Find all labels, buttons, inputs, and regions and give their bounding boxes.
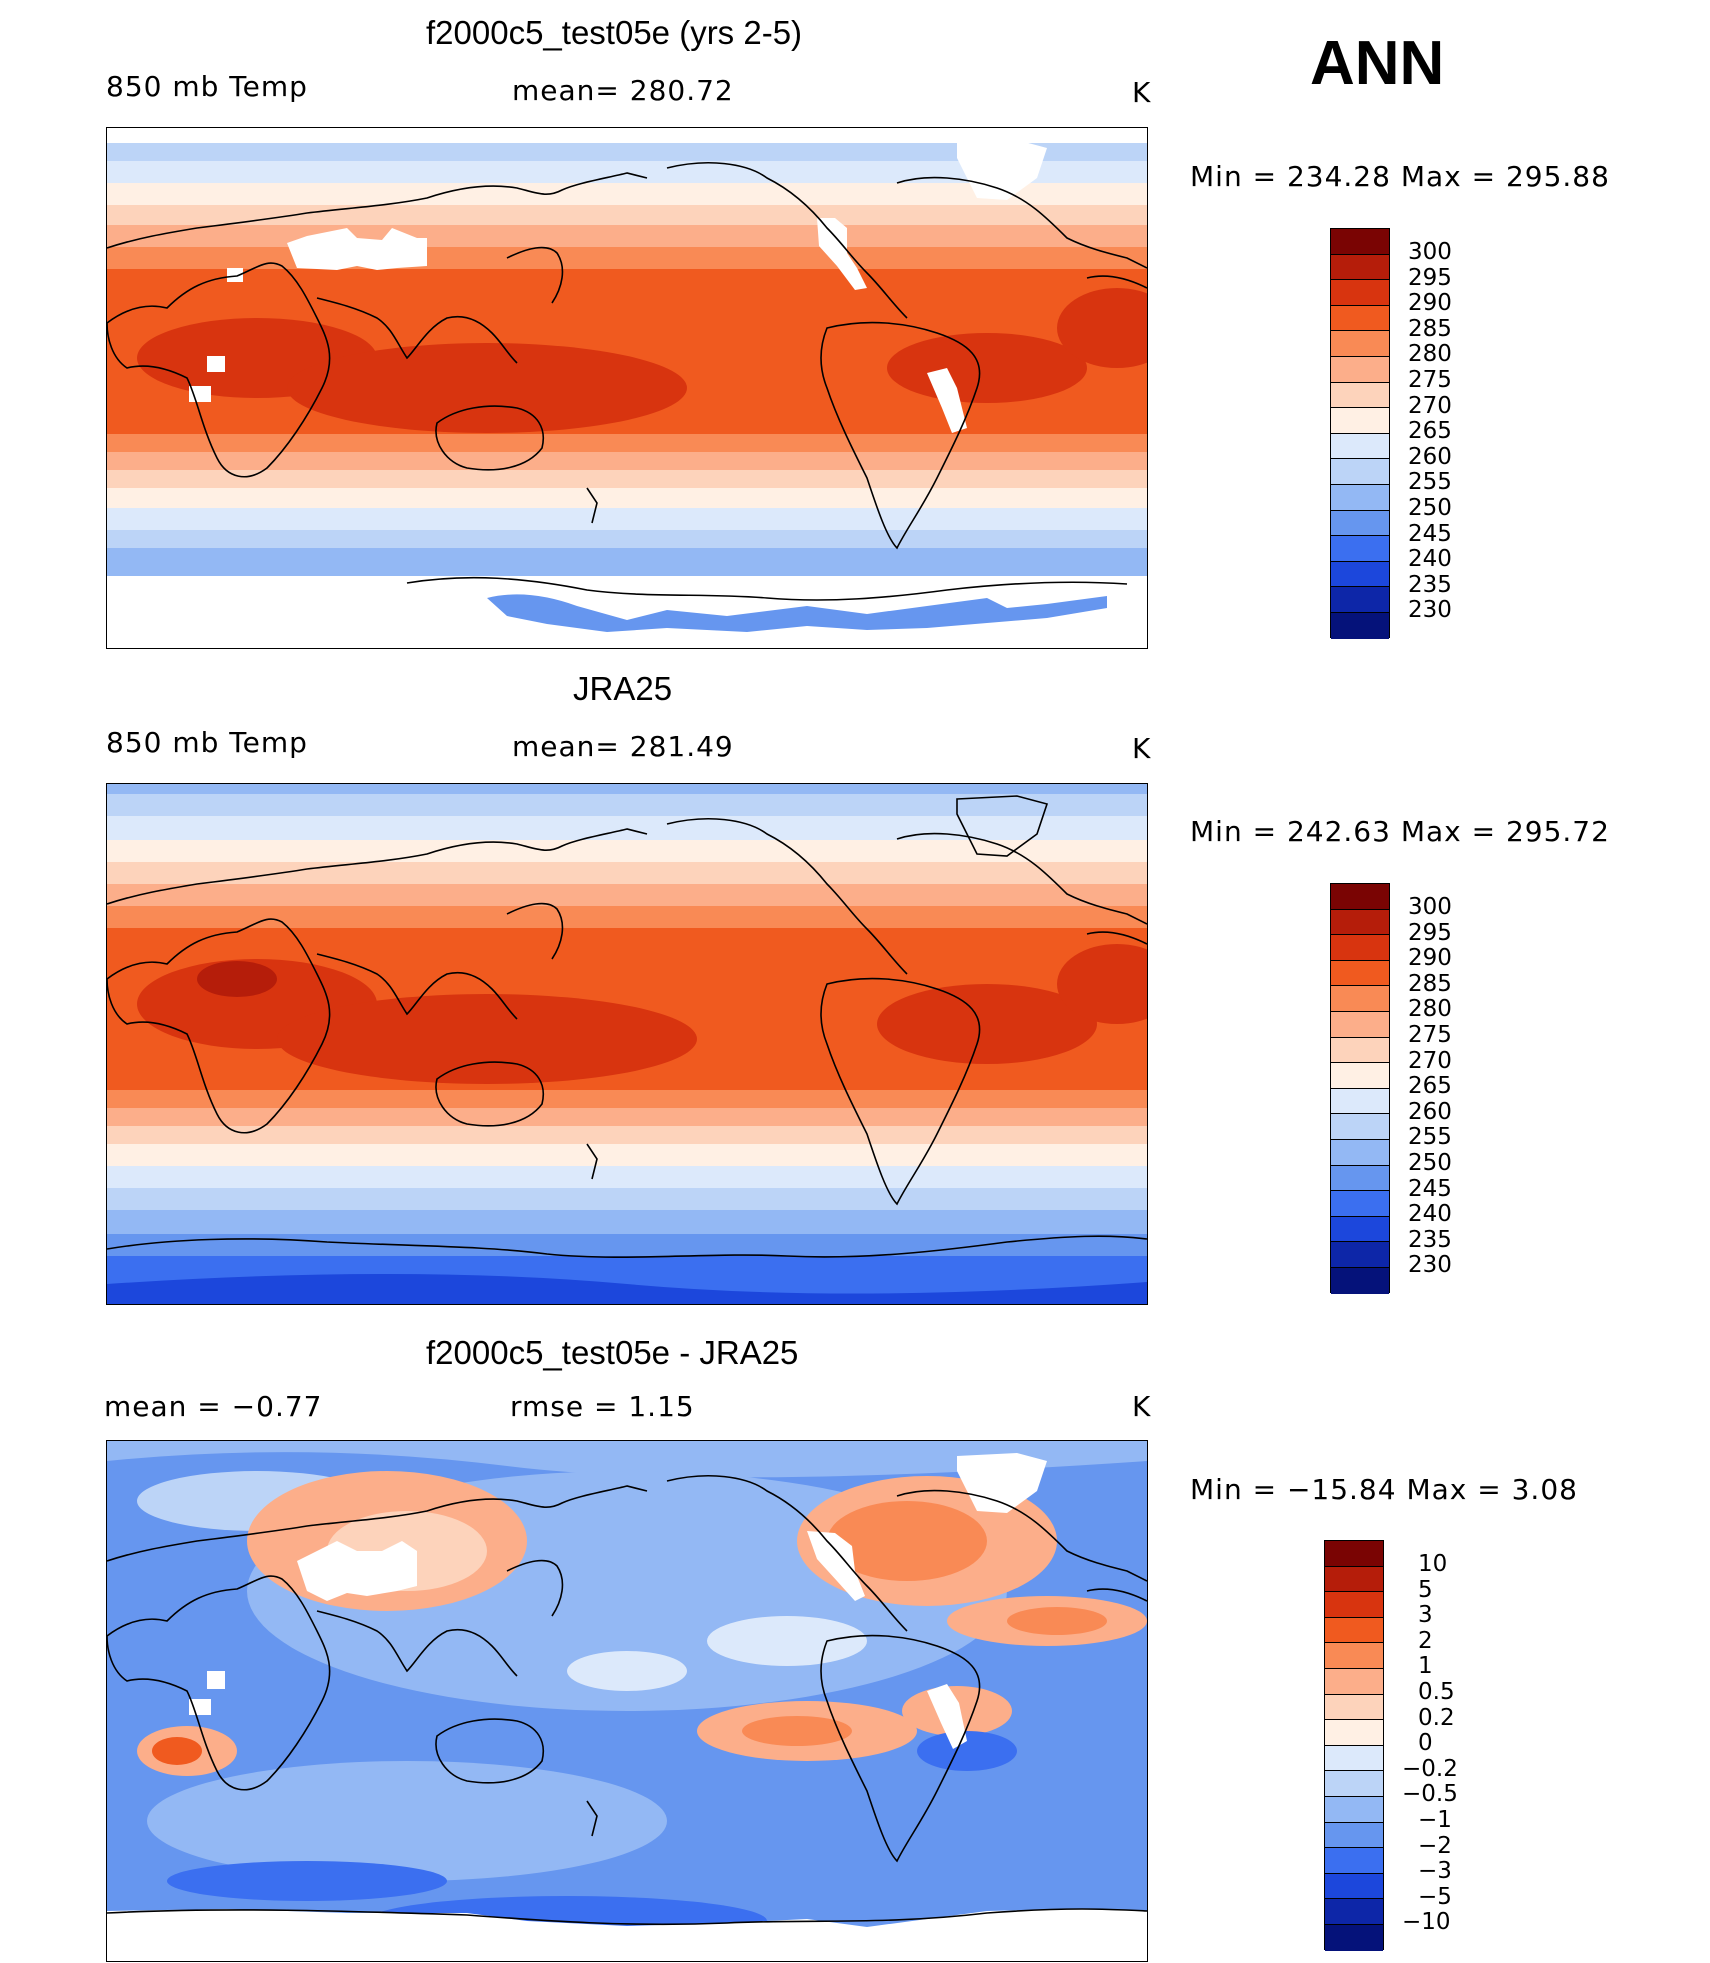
colorbar-tick: −10: [1402, 1909, 1451, 1936]
colorbar-tick: 0.2: [1418, 1704, 1455, 1731]
colorbar-tick: 270: [1408, 392, 1452, 419]
units-label: K: [1132, 76, 1152, 109]
colorbar-tick: 240: [1408, 546, 1452, 573]
colorbar-tick: 250: [1408, 494, 1452, 521]
mean-label: mean= 280.72: [512, 74, 734, 107]
colorbar-tick: 260: [1408, 443, 1452, 470]
colorbar-tick: −0.5: [1402, 1781, 1458, 1808]
units-label: K: [1132, 1390, 1152, 1423]
colorbar-tick: 230: [1408, 1252, 1452, 1279]
colorbar-tick: 3: [1418, 1602, 1433, 1629]
map-jra25-temperature: [106, 783, 1148, 1305]
variable-label: 850 mb Temp: [106, 70, 308, 103]
colorbar-tick: 5: [1418, 1576, 1433, 1603]
colorbar-tick: 265: [1408, 1073, 1452, 1100]
colorbar-tick: 1: [1418, 1653, 1433, 1680]
colorbar-tick: 255: [1408, 469, 1452, 496]
colorbar-tick: 290: [1408, 945, 1452, 972]
colorbar-tick: 275: [1408, 366, 1452, 393]
colorbar-tick: −0.2: [1402, 1755, 1458, 1782]
panel-title: f2000c5_test05e (yrs 2-5): [426, 14, 803, 51]
colorbar-tick: 265: [1408, 418, 1452, 445]
season-label: ANN: [1310, 29, 1445, 98]
colorbar-tick: 290: [1408, 290, 1452, 317]
colorbar-tick: 250: [1408, 1149, 1452, 1176]
colorbar-tick: −1: [1418, 1806, 1452, 1833]
colorbar-tick: 275: [1408, 1021, 1452, 1048]
colorbar-tick: 235: [1408, 571, 1452, 598]
colorbar-tick: 300: [1408, 239, 1452, 265]
colorbar-tick: 10: [1418, 1551, 1448, 1577]
colorbar-tick: 295: [1408, 264, 1452, 291]
colorbar-tick: 245: [1408, 1175, 1452, 1202]
min-max-label: Min = −15.84 Max = 3.08: [1190, 1473, 1578, 1506]
colorbar-tick: 285: [1408, 315, 1452, 342]
colorbar-tick: 2: [1418, 1627, 1433, 1654]
colorbar-tick: 260: [1408, 1098, 1452, 1125]
colorbar-jra25-ticks: 300 295 290 285 280 275 270 265 260 255 250 245 240 2…: [1408, 894, 1452, 1279]
min-max-label: Min = 234.28 Max = 295.88: [1190, 160, 1610, 193]
panel-title: JRA25: [573, 670, 673, 707]
colorbar-model-ticks: 300 295 290 285 280 275 270 265 260 255 250 245 240 2…: [1408, 239, 1452, 624]
colorbar-difference-ticks: 10 5 3 2 1 0.5 0.2 0 −0.2 −0.5 −1 −2 −3 −5 −10: [1402, 1551, 1458, 1936]
map-difference-temperature: [106, 1440, 1148, 1962]
mean-label: mean = −0.77: [104, 1390, 323, 1423]
colorbar-tick: 240: [1408, 1201, 1452, 1228]
min-max-label: Min = 242.63 Max = 295.72: [1190, 815, 1610, 848]
colorbar-difference: [1324, 1540, 1384, 1951]
colorbar-tick: 245: [1408, 520, 1452, 547]
units-label: K: [1132, 732, 1152, 765]
colorbar-model: [1330, 228, 1390, 639]
colorbar-tick: 0: [1418, 1730, 1433, 1757]
rmse-label: rmse = 1.15: [510, 1390, 695, 1423]
colorbar-tick: 235: [1408, 1226, 1452, 1253]
colorbar-tick: 300: [1408, 894, 1452, 920]
colorbar-tick: 0.5: [1418, 1678, 1455, 1705]
colorbar-tick: −2: [1418, 1832, 1452, 1859]
colorbar-tick: −5: [1418, 1883, 1452, 1910]
colorbar-tick: −3: [1418, 1858, 1452, 1885]
colorbar-tick: 280: [1408, 996, 1452, 1023]
colorbar-tick: 255: [1408, 1124, 1452, 1151]
map-model-temperature: [106, 127, 1148, 649]
colorbar-tick: 285: [1408, 970, 1452, 997]
colorbar-tick: 280: [1408, 341, 1452, 368]
variable-label: 850 mb Temp: [106, 726, 308, 759]
colorbar-tick: 270: [1408, 1047, 1452, 1074]
panel-title: f2000c5_test05e - JRA25: [426, 1334, 799, 1371]
mean-label: mean= 281.49: [512, 730, 734, 763]
colorbar-tick: 230: [1408, 597, 1452, 624]
colorbar-jra25: [1330, 883, 1390, 1294]
colorbar-tick: 295: [1408, 919, 1452, 946]
